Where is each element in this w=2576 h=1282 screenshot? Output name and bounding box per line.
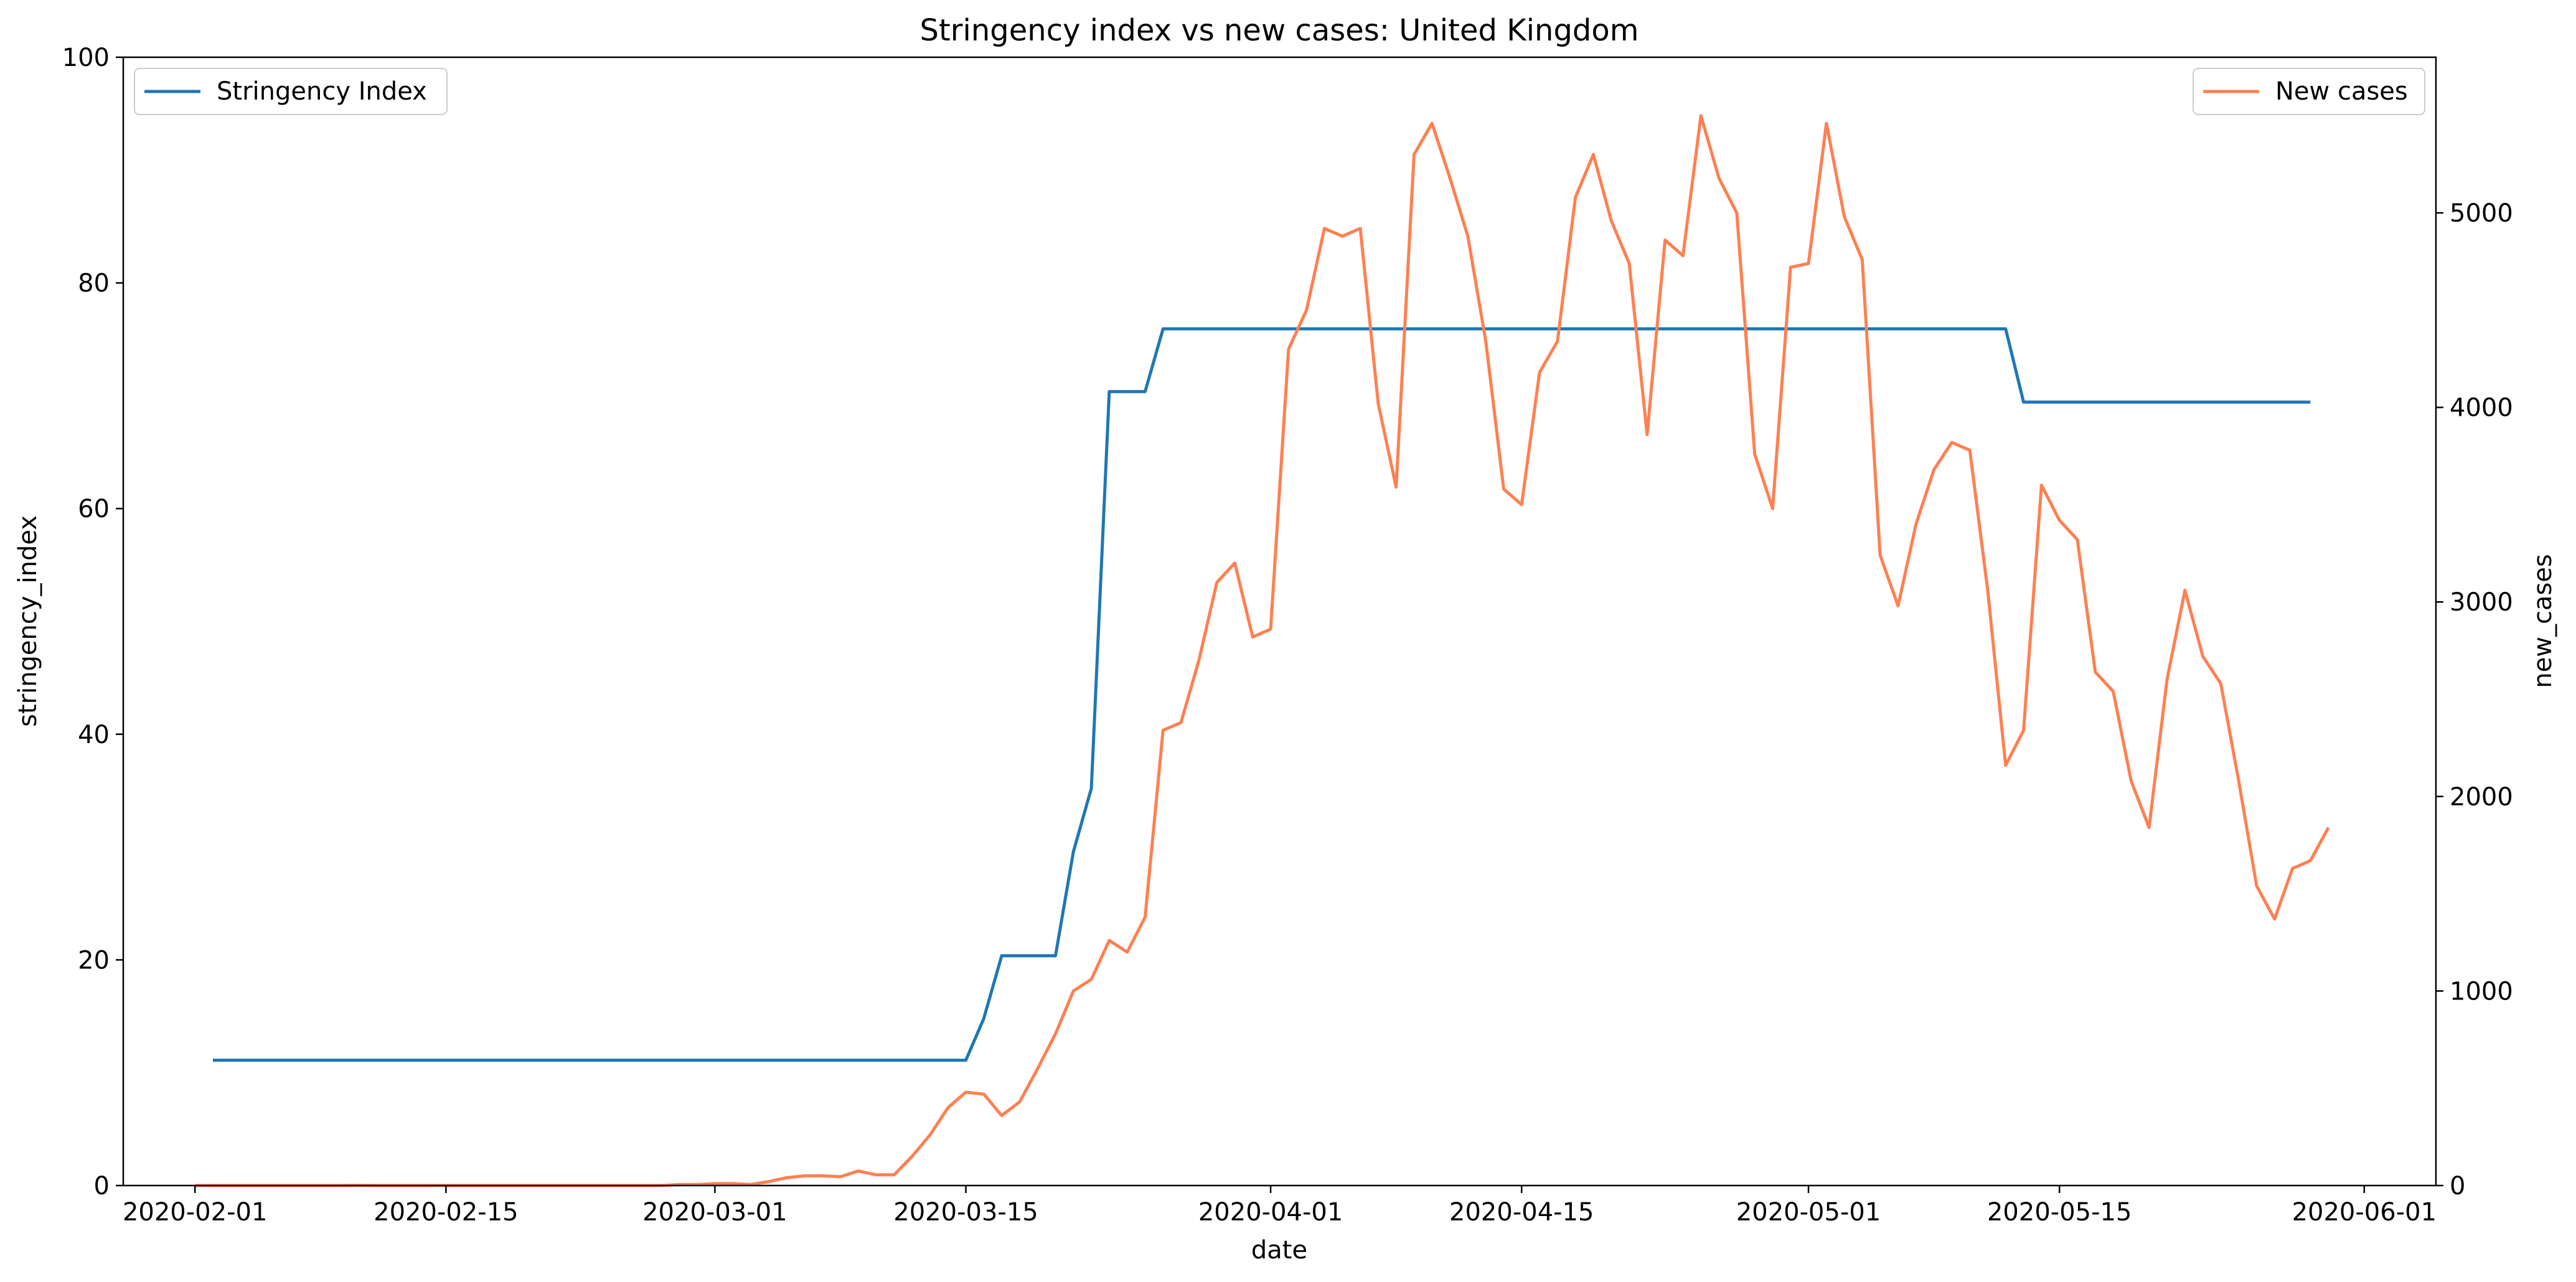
y-left-tick-label: 40	[78, 721, 110, 749]
x-tick-label: 2020-05-01	[1736, 1198, 1881, 1227]
x-tick-label: 2020-06-01	[2292, 1198, 2437, 1227]
x-axis-label: date	[1251, 1236, 1307, 1265]
x-tick-label: 2020-02-01	[123, 1198, 267, 1227]
legend-left-label: Stringency Index	[217, 77, 427, 106]
x-axis: 2020-02-01 2020-02-15 2020-03-01 2020-03-15…	[123, 1186, 2437, 1227]
x-tick-label: 2020-04-15	[1449, 1198, 1594, 1227]
series-line-stringency-index	[213, 327, 2311, 1062]
y-left-tick-label: 0	[94, 1172, 110, 1200]
chart-title: Stringency index vs new cases: United Ki…	[919, 13, 1638, 48]
x-tick-label: 2020-05-15	[1987, 1198, 2132, 1227]
y-right-tick-label: 5000	[2450, 199, 2513, 228]
y-right-tick-label: 1000	[2450, 977, 2513, 1006]
y-left-tick-label: 60	[78, 495, 110, 523]
y-right-tick-label: 0	[2450, 1172, 2465, 1200]
x-tick-label: 2020-04-01	[1198, 1198, 1343, 1227]
y-left-tick-label: 80	[78, 269, 110, 298]
x-tick-label: 2020-02-15	[374, 1198, 518, 1227]
y-axis-right: 0 1000 2000 3000 4000 5000	[2436, 199, 2513, 1200]
y-right-tick-label: 3000	[2450, 588, 2513, 617]
y-axis-left: 0 20 40 60 80 100	[62, 44, 123, 1200]
x-tick-label: 2020-03-01	[642, 1198, 787, 1227]
y-right-tick-label: 2000	[2450, 783, 2513, 812]
legend-right-label: New cases	[2275, 77, 2408, 106]
x-tick-label: 2020-03-15	[893, 1198, 1038, 1227]
legend-right-box	[2193, 68, 2425, 115]
y-left-tick-label: 100	[62, 44, 110, 72]
plot-frame	[122, 56, 2437, 1187]
y-axis-left-label: stringency_index	[14, 515, 42, 727]
legend-right: New cases	[2193, 68, 2425, 115]
y-left-tick-label: 20	[78, 946, 110, 975]
legend-left-box	[134, 68, 448, 115]
legend-left: Stringency Index	[134, 68, 448, 115]
y-right-tick-label: 4000	[2450, 394, 2513, 423]
y-axis-right-label: new_cases	[2529, 554, 2557, 688]
